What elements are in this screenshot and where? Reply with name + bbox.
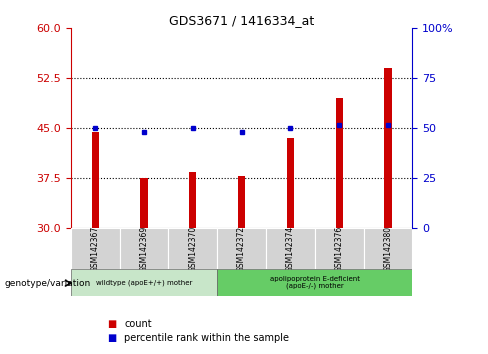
FancyBboxPatch shape [71,269,217,296]
Text: ■: ■ [107,333,117,343]
Text: genotype/variation: genotype/variation [5,279,91,288]
FancyBboxPatch shape [217,228,266,269]
Text: percentile rank within the sample: percentile rank within the sample [124,333,289,343]
Bar [238,176,245,228]
FancyBboxPatch shape [168,228,217,269]
Bar [385,68,391,228]
FancyBboxPatch shape [71,228,120,269]
FancyBboxPatch shape [364,228,412,269]
FancyBboxPatch shape [217,269,412,296]
FancyBboxPatch shape [120,228,168,269]
Text: GSM142370: GSM142370 [188,225,197,272]
Text: GSM142372: GSM142372 [237,225,246,272]
Text: apolipoprotein E-deficient
(apoE-/-) mother: apolipoprotein E-deficient (apoE-/-) mot… [270,275,360,289]
Bar [336,98,343,228]
Title: GDS3671 / 1416334_at: GDS3671 / 1416334_at [169,14,314,27]
Text: ■: ■ [107,319,117,329]
Text: GSM142374: GSM142374 [286,225,295,272]
Text: count: count [124,319,152,329]
FancyBboxPatch shape [266,228,315,269]
FancyBboxPatch shape [315,228,364,269]
Text: GSM142367: GSM142367 [91,225,100,272]
Bar [141,178,148,228]
Bar [92,132,99,228]
Bar [189,172,196,228]
Text: GSM142380: GSM142380 [384,225,392,272]
Text: GSM142369: GSM142369 [140,225,148,272]
Text: wildtype (apoE+/+) mother: wildtype (apoE+/+) mother [96,279,192,286]
Text: GSM142376: GSM142376 [335,225,344,272]
Bar [287,138,294,228]
